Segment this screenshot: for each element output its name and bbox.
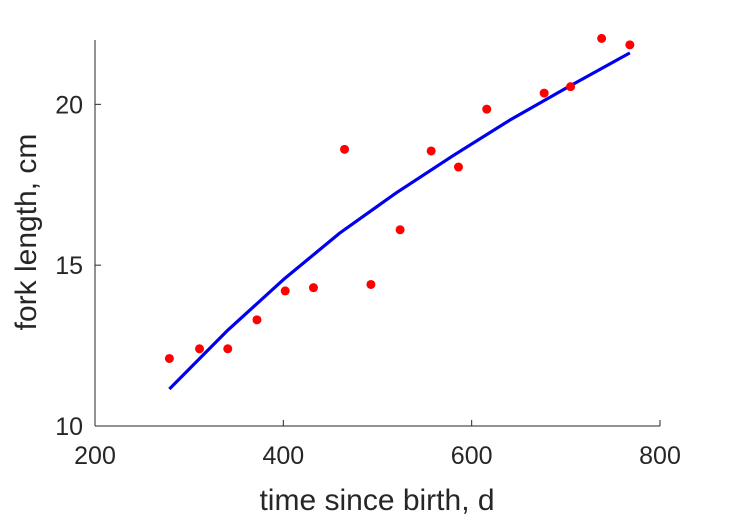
data-point xyxy=(280,286,290,296)
fit-curve xyxy=(168,51,631,391)
x-tick-label: 200 xyxy=(74,442,116,470)
y-tick-label: 20 xyxy=(55,91,83,119)
data-point xyxy=(566,82,576,92)
data-point xyxy=(597,33,607,43)
x-axis-label: time since birth, d xyxy=(259,484,494,517)
data-point xyxy=(539,88,549,98)
axes xyxy=(94,40,660,427)
data-point xyxy=(252,315,262,325)
data-point xyxy=(453,162,463,172)
plot-area xyxy=(164,33,635,391)
y-axis-label: fork length, cm xyxy=(10,134,43,331)
x-tick-label: 800 xyxy=(639,442,681,470)
data-point xyxy=(223,344,233,354)
y-tick-label: 10 xyxy=(55,413,83,441)
ticks: 200 400 600 800 10 15 20 xyxy=(55,91,681,470)
x-tick-label: 600 xyxy=(451,442,493,470)
data-point xyxy=(195,344,205,354)
data-point xyxy=(625,40,635,50)
x-tick-label: 400 xyxy=(262,442,304,470)
data-point xyxy=(308,283,318,293)
data-point xyxy=(482,104,492,114)
data-point xyxy=(426,146,436,156)
data-point xyxy=(395,225,405,235)
data-point xyxy=(366,279,376,289)
y-tick-label: 15 xyxy=(55,252,83,280)
data-point xyxy=(340,144,350,154)
data-point xyxy=(164,353,174,363)
